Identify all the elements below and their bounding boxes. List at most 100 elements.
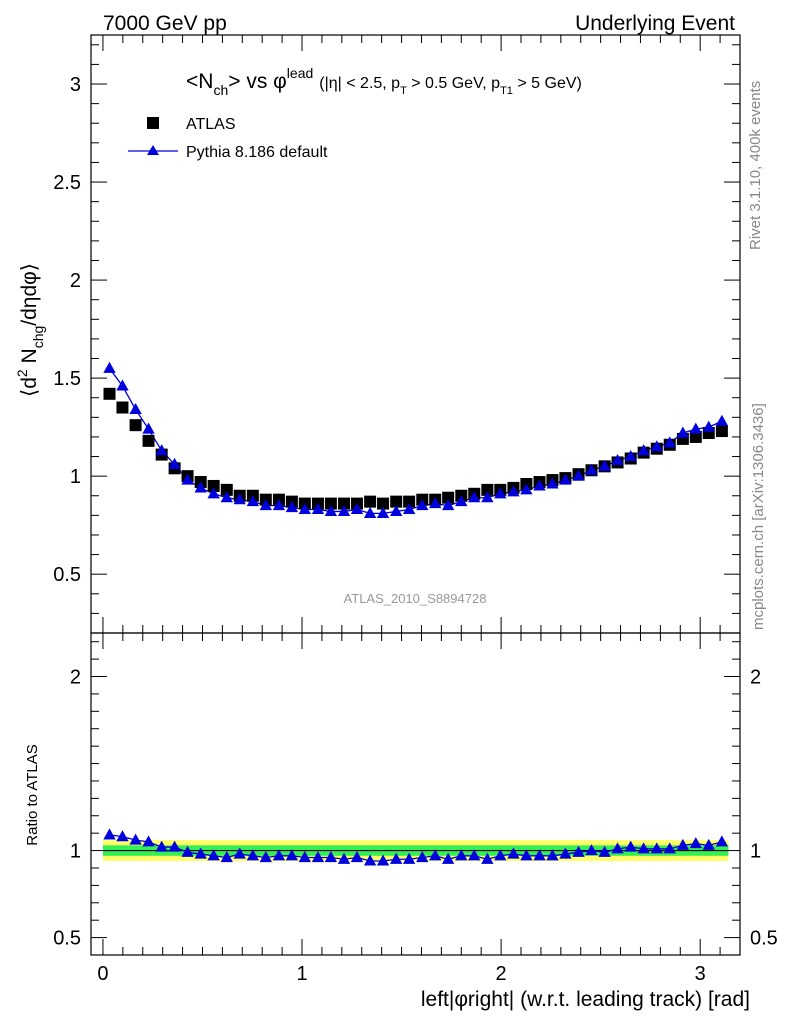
chart-title: <Nch> vs φlead(|η| < 2.5, pT > 0.5 GeV, …	[186, 65, 582, 98]
ratio-point	[390, 852, 403, 864]
ratio-point	[637, 842, 650, 854]
legend-pythia-marker	[147, 145, 159, 155]
pythia-point	[481, 491, 494, 503]
main-y-axis-label: ⟨d2 Nchg/dηdφ⟩	[14, 263, 46, 397]
atlas-point	[220, 483, 233, 496]
ratio-point	[702, 838, 715, 850]
atlas-point	[403, 495, 416, 508]
legend-atlas-marker	[147, 117, 159, 129]
rivet-label: Rivet 3.1.10, 400k events	[747, 81, 764, 250]
pythia-point	[285, 501, 299, 513]
pythia-point	[350, 502, 364, 515]
ratio-point	[363, 854, 377, 866]
ratio-y-axis-label: Ratio to ATLAS	[24, 744, 41, 845]
atlas-point	[377, 497, 390, 510]
pythia-point	[441, 499, 455, 511]
x-tick-label: 3	[695, 963, 706, 985]
pythia-point	[116, 379, 129, 391]
pythia-point	[598, 459, 611, 471]
ratio-point	[507, 847, 520, 859]
pythia-point	[220, 491, 233, 503]
ratio-y-tick-label-right: 1	[750, 841, 761, 863]
ratio-point	[650, 842, 663, 854]
ratio-point	[559, 847, 572, 859]
main-y-tick-label: 1	[70, 466, 81, 488]
pythia-series	[103, 361, 729, 518]
ratio-point	[155, 840, 168, 852]
ratio-point	[429, 849, 442, 861]
atlas-point	[129, 419, 142, 432]
header-left: 7000 GeV pp	[103, 12, 227, 35]
ratio-y-tick-label-left: 1	[70, 841, 81, 863]
ratio-point	[416, 851, 429, 863]
ratio-point	[468, 849, 481, 861]
pythia-point	[520, 483, 533, 495]
ratio-point	[259, 851, 272, 863]
ratio-point	[246, 849, 260, 861]
ratio-point	[611, 842, 624, 854]
analysis-watermark: ATLAS_2010_S8894728	[344, 591, 487, 606]
legend: ATLAS Pythia 8.186 default	[128, 116, 328, 161]
pythia-point	[585, 463, 598, 475]
pythia-point	[259, 499, 272, 511]
legend-pythia-label: Pythia 8.186 default	[186, 144, 328, 161]
legend-atlas-label: ATLAS	[186, 116, 236, 133]
pythia-point	[181, 473, 194, 485]
header-right: Underlying Event	[575, 12, 735, 35]
atlas-point	[481, 483, 494, 496]
pythia-point	[572, 469, 585, 481]
pythia-point	[324, 504, 338, 516]
ratio-point	[624, 840, 637, 852]
atlas-point	[442, 491, 455, 504]
ratio-y-tick-label-left: 2	[70, 667, 81, 689]
main-y-tick-label: 3	[70, 74, 81, 96]
ratio-point	[220, 851, 233, 863]
pythia-point	[363, 506, 377, 518]
atlas-point	[116, 401, 129, 414]
pythia-point	[663, 436, 676, 448]
ratio-y-tick-label-right: 2	[750, 667, 761, 689]
x-ticks: 0 1 2 3	[97, 35, 721, 985]
main-y-tick-label: 0.5	[53, 564, 81, 586]
pythia-point	[689, 422, 702, 434]
pythia-point	[298, 502, 311, 515]
ratio-point	[481, 852, 494, 864]
pythia-point	[611, 453, 624, 466]
pythia-point	[402, 502, 416, 515]
ratio-point	[572, 845, 585, 857]
main-y-tick-label: 2	[70, 270, 81, 292]
ratio-point	[298, 851, 311, 863]
ratio-point	[455, 849, 468, 861]
pythia-point	[207, 487, 220, 499]
pythia-point	[429, 497, 442, 509]
pythia-point	[311, 502, 325, 515]
pythia-point	[455, 495, 468, 507]
pythia-point	[233, 493, 246, 505]
mcplots-label: mcplots.cern.ch [arXiv:1306.3436]	[750, 403, 767, 630]
ratio-point	[129, 833, 142, 845]
atlas-point	[689, 430, 702, 443]
x-tick-label: 0	[97, 963, 108, 985]
ratio-point	[233, 847, 246, 859]
ratio-point	[441, 852, 455, 864]
ratio-point	[533, 849, 546, 861]
atlas-point	[715, 425, 728, 438]
pythia-point	[376, 506, 390, 518]
ratio-point	[142, 835, 155, 847]
atlas-point	[390, 495, 403, 508]
ratio-point	[376, 854, 390, 866]
ratio-y-ticks: 0.5 0.5 1 1 2 2	[53, 641, 778, 956]
x-tick-label: 2	[496, 963, 507, 985]
ratio-bands	[102, 840, 729, 862]
pythia-point	[624, 450, 637, 462]
ratio-point	[324, 851, 338, 863]
main-y-ticks: 0.5 1 1.5 2 2.5 3	[53, 44, 740, 634]
atlas-point	[207, 479, 220, 492]
ratio-point	[116, 830, 129, 842]
ratio-point	[207, 849, 220, 861]
ratio-point	[546, 849, 559, 861]
atlas-point	[324, 497, 337, 510]
ratio-point	[337, 852, 351, 864]
